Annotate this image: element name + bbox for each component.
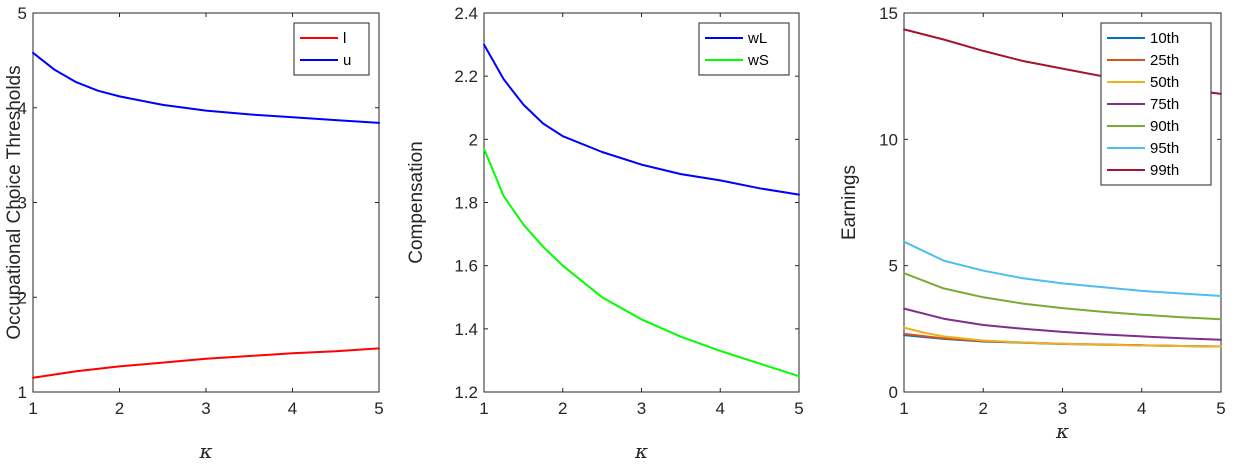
x-tick-label: 1 [899,399,908,418]
legend-label: 10th [1150,30,1179,47]
chart-panel-2: 1 2 3 4 51.21.41.61.822.22.4CompensationκwLw… [406,4,804,463]
x-tick-label: 1 [479,399,488,418]
y-tick-label: 2.2 [454,67,478,86]
legend: 10th 25th 50th 75th 90th 95th 99th [1100,22,1212,186]
axes-box [483,12,800,393]
x-tick-label: 4 [1137,399,1146,418]
chart-panel-1: 1 2 3 4 5 1 2 3 4 5 Occupational Choice Thresholds… [4,4,384,463]
legend-label: 99th [1150,162,1179,179]
y-tick-label: 2.4 [454,4,478,23]
legend-label: wL [747,30,767,47]
y-tick-label: 2 [18,288,27,307]
y-tick-label: 4 [18,99,27,118]
axes-box [32,12,380,393]
x-tick-label: 3 [1058,399,1067,418]
legend-label: 95th [1150,140,1179,157]
x-axis-label: κ [198,439,212,463]
y-tick-label: 15 [879,4,898,23]
legend-box [698,22,790,76]
legend-label: 50th [1150,74,1179,91]
x-tick-label: 2 [558,399,567,418]
x-tick-label: 1 [28,399,37,418]
x-tick-label: 3 [201,399,210,418]
y-axis-label: Compensation [406,141,427,264]
x-tick-label: 4 [288,399,297,418]
x-tick-label: 5 [794,399,803,418]
y-tick-label: 0 [889,383,898,402]
y-tick-label: 5 [889,257,898,276]
y-tick-label: 3 [18,194,27,213]
y-tick-label: 1.6 [454,257,478,276]
legend: wL wS [698,22,790,76]
legend-label: 25th [1150,52,1179,69]
x-tick-label: 5 [374,399,383,418]
y-tick-label: 1.8 [454,194,478,213]
chart-panel-3: 1 2 3 4 5 0 5 10 15 Earnings κ 10th 25th 50th 75th 90th… [839,4,1226,443]
legend-label: wS [747,52,769,69]
legend: lu [293,22,370,76]
legend-label: u [343,52,351,69]
series-line-50th [903,326,1222,348]
legend-label: 90th [1150,118,1179,135]
y-tick-label: 10 [879,130,898,149]
x-tick-label: 2 [979,399,988,418]
y-axis-label: Occupational Choice Thresholds [4,65,25,339]
x-axis-label: κ [1055,419,1069,443]
y-tick-label: 1 [18,383,27,402]
series-line-75th [903,307,1222,341]
x-tick-label: 3 [637,399,646,418]
x-tick-label: 5 [1216,399,1225,418]
series-line-wL [483,43,800,196]
legend-label: l [343,30,346,47]
y-tick-label: 1.4 [454,320,478,339]
y-tick-label: 2 [469,130,478,149]
series-line-95th [903,240,1222,297]
series-line-l [32,347,380,379]
series-line-u [32,51,380,124]
y-tick-label: 1.2 [454,383,478,402]
series-line-90th [903,272,1222,321]
y-axis-label: Earnings [839,165,860,240]
legend-label: 75th [1150,96,1179,113]
legend-box [293,22,370,76]
x-axis-label: κ [634,439,648,463]
x-tick-label: 4 [716,399,725,418]
x-tick-label: 2 [115,399,124,418]
y-tick-label: 5 [18,4,27,23]
series-line-wS [483,147,800,378]
